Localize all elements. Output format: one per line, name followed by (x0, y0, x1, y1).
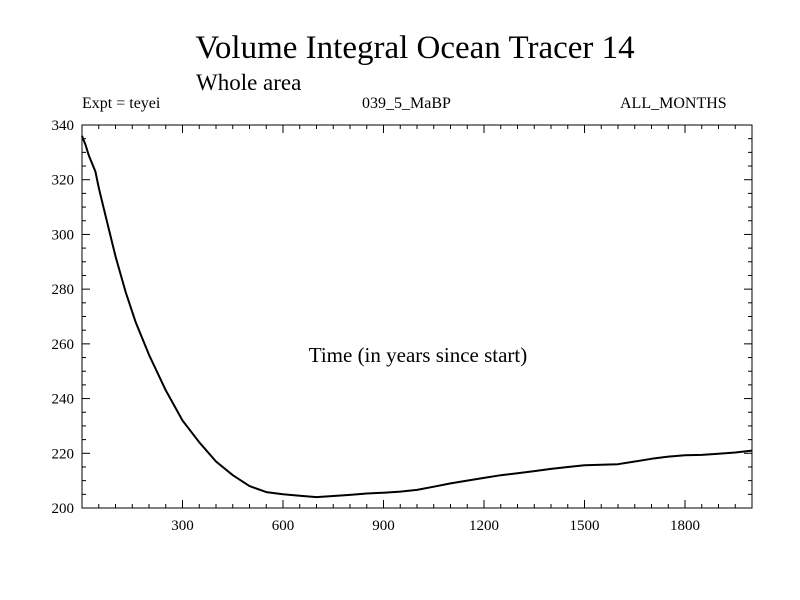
series-layer (81, 135, 753, 499)
experiment-label: Expt = teyei (82, 95, 161, 112)
run-label: 039_5_MaBP (362, 95, 451, 112)
x-tick-label: 600 (272, 518, 295, 534)
chart-subtitle: Whole area (196, 70, 302, 95)
x-tick-label: 900 (372, 518, 395, 534)
y-tick-label: 240 (52, 392, 75, 408)
plot-frame (81, 124, 753, 509)
x-tick-label: 1500 (570, 518, 600, 534)
x-tick-label: 300 (171, 518, 194, 534)
series-line-0 (81, 135, 753, 499)
y-tick-label: 260 (52, 337, 75, 353)
season-label: ALL_MONTHS (620, 95, 727, 112)
y-tick-label: 340 (52, 118, 75, 134)
x-axis-label: Time (in years since start) (308, 343, 528, 367)
chart-title: Volume Integral Ocean Tracer 14 (195, 30, 635, 66)
axis-ticks: 200 220 240 260 280 300 320 340 300 600 900 1200 150… (52, 118, 752, 534)
y-tick-label: 220 (52, 446, 75, 462)
x-tick-label: 1200 (469, 518, 499, 534)
x-tick-label: 1800 (670, 518, 700, 534)
y-tick-label: 300 (52, 227, 75, 243)
y-tick-label: 200 (52, 501, 75, 517)
y-tick-label: 320 (52, 173, 75, 189)
y-tick-label: 280 (52, 282, 75, 298)
